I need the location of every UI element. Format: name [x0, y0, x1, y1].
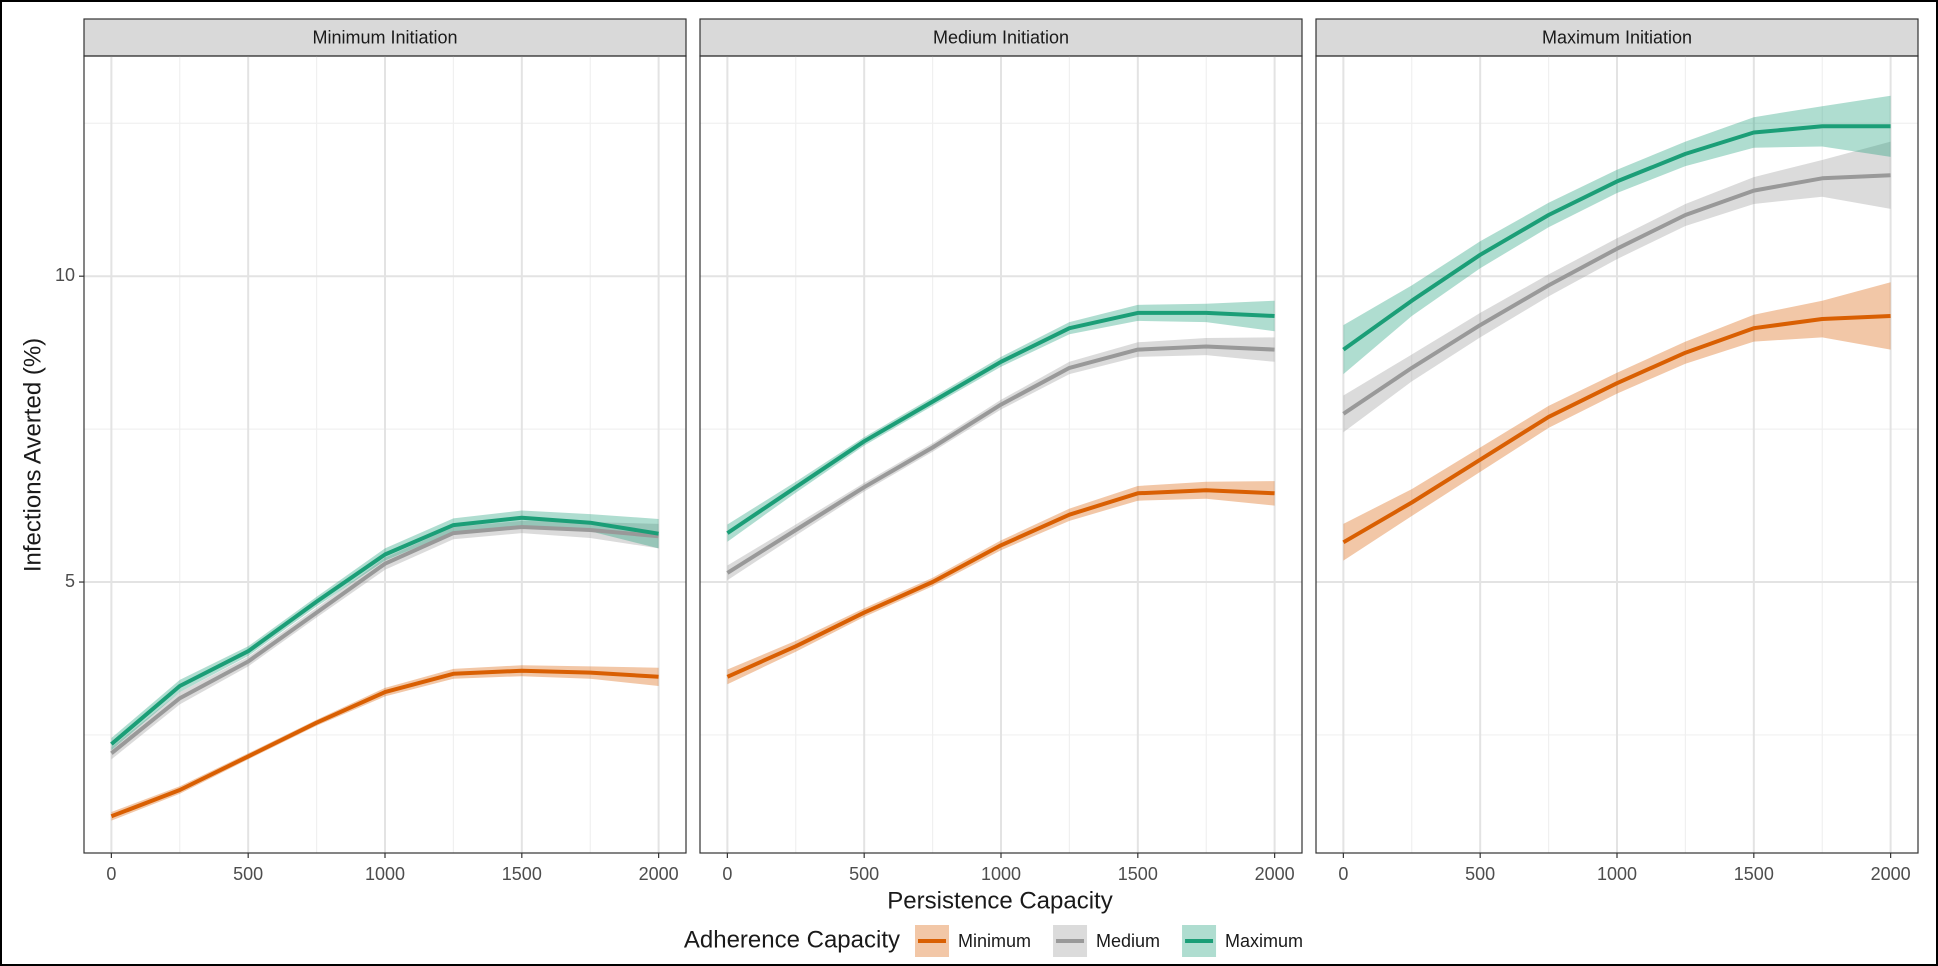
strip-label: Maximum Initiation [1542, 27, 1692, 47]
series-line [110, 515, 659, 746]
x-tick-label: 500 [849, 864, 879, 884]
series-line [726, 344, 1275, 575]
legend-title: Adherence Capacity [684, 926, 900, 953]
confidence-ribbon [1343, 95, 1891, 375]
series-line [1342, 173, 1891, 416]
x-axis-title: Persistence Capacity [887, 887, 1112, 914]
confidence-ribbon [111, 520, 659, 760]
y-tick-label: 5 [65, 571, 75, 591]
x-tick-label: 0 [106, 864, 116, 884]
x-tick-label: 2000 [1871, 864, 1911, 884]
x-tick-label: 1000 [365, 864, 405, 884]
x-tick-label: 2000 [639, 864, 679, 884]
strip [699, 18, 1303, 57]
strip-label: Minimum Initiation [312, 27, 457, 47]
x-tick-label: 1000 [1597, 864, 1637, 884]
series-line [1342, 124, 1891, 352]
legend-label: Minimum [958, 931, 1031, 951]
confidence-ribbon [111, 665, 659, 821]
strip [1315, 18, 1919, 57]
confidence-ribbon [111, 510, 659, 751]
series-line [726, 488, 1275, 679]
series-line [110, 525, 659, 755]
confidence-ribbon [1343, 282, 1891, 561]
y-axis-title: Infections Averted (%) [19, 338, 46, 572]
series-line [110, 668, 659, 819]
x-tick-label: 1500 [1118, 864, 1158, 884]
series-line [1342, 314, 1891, 545]
confidence-ribbon [1343, 141, 1891, 433]
x-tick-label: 500 [1465, 864, 1495, 884]
x-tick-label: 1500 [1734, 864, 1774, 884]
series-line [726, 310, 1275, 535]
x-tick-label: 0 [722, 864, 732, 884]
y-tick-label: 10 [55, 265, 75, 285]
x-tick-label: 0 [1338, 864, 1348, 884]
legend-label: Maximum [1225, 931, 1303, 951]
legend-label: Medium [1096, 931, 1160, 951]
strip-label: Medium Initiation [933, 27, 1069, 47]
x-tick-label: 500 [233, 864, 263, 884]
x-tick-label: 2000 [1255, 864, 1295, 884]
x-tick-label: 1500 [502, 864, 542, 884]
x-tick-label: 1000 [981, 864, 1021, 884]
strip [83, 18, 687, 57]
